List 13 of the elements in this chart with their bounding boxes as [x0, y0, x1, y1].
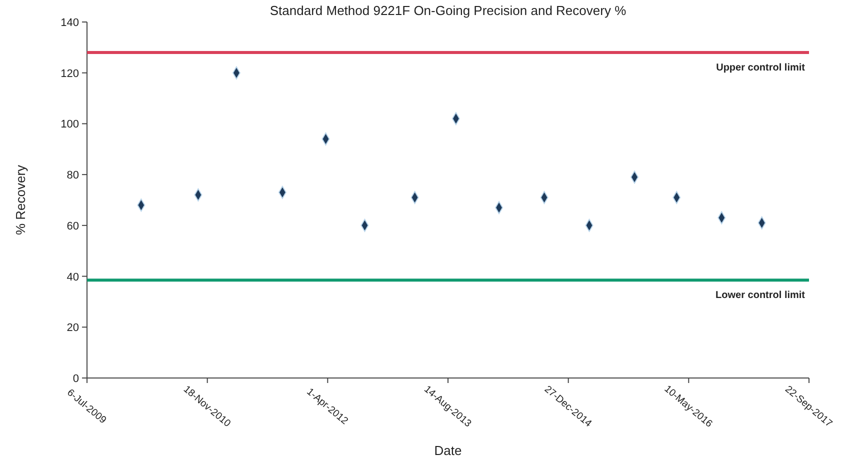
ref-line-label: Upper control limit	[716, 62, 806, 74]
y-tick-label: 120	[60, 68, 79, 80]
y-tick-label: 60	[66, 220, 79, 232]
chart-title: Standard Method 9221F On-Going Precision and Recovery %	[270, 3, 627, 18]
y-axis-title: % Recovery	[13, 164, 28, 236]
y-tick-label: 100	[60, 118, 79, 131]
ref-line-label: Lower control limit	[716, 290, 806, 302]
y-tick-label: 80	[66, 170, 79, 182]
y-tick-label: 0	[72, 373, 79, 385]
y-tick-label: 140	[60, 17, 79, 29]
y-tick-label: 20	[66, 322, 79, 334]
x-axis-title: Date	[434, 443, 462, 458]
y-tick-label: 40	[66, 271, 79, 284]
